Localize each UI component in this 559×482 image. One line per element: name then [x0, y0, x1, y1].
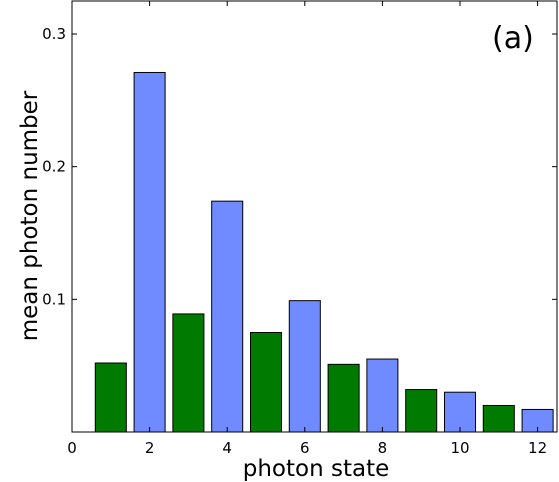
bar-photon-state-7 — [327, 363, 360, 433]
y-tick-label-0.3: 0.3 — [42, 25, 66, 43]
x-tick-label-4: 4 — [222, 439, 232, 457]
x-axis-title: photon state — [243, 456, 390, 482]
x-tick-label-6: 6 — [300, 439, 310, 457]
bar-photon-state-3 — [172, 313, 205, 433]
ticks-group: 0 2 4 6 8 10 12 0.1 0.2 0.3 — [42, 1, 557, 457]
x-tick-label-2: 2 — [145, 439, 155, 457]
y-axis-title: mean photon number — [17, 90, 43, 341]
bar-photon-state-1 — [94, 362, 127, 433]
x-tick-label-12: 12 — [528, 439, 547, 457]
bar-photon-state-9 — [405, 389, 438, 433]
bar-photon-state-2 — [133, 71, 166, 433]
bar-photon-state-10 — [443, 391, 477, 433]
x-tick-label-8: 8 — [378, 439, 388, 457]
bar-photon-state-5 — [249, 332, 283, 433]
x-tick-label-0: 0 — [67, 439, 77, 457]
bars-group — [94, 71, 554, 433]
bar-photon-state-6 — [288, 300, 321, 433]
bar-photon-state-11 — [482, 404, 515, 433]
y-tick-label-0.1: 0.1 — [42, 290, 66, 308]
x-tick-label-10: 10 — [450, 439, 469, 457]
y-tick-label-0.2: 0.2 — [42, 158, 66, 176]
bar-photon-state-8 — [366, 358, 399, 433]
bar-photon-state-4 — [211, 200, 244, 433]
panel-label: (a) — [492, 21, 534, 56]
